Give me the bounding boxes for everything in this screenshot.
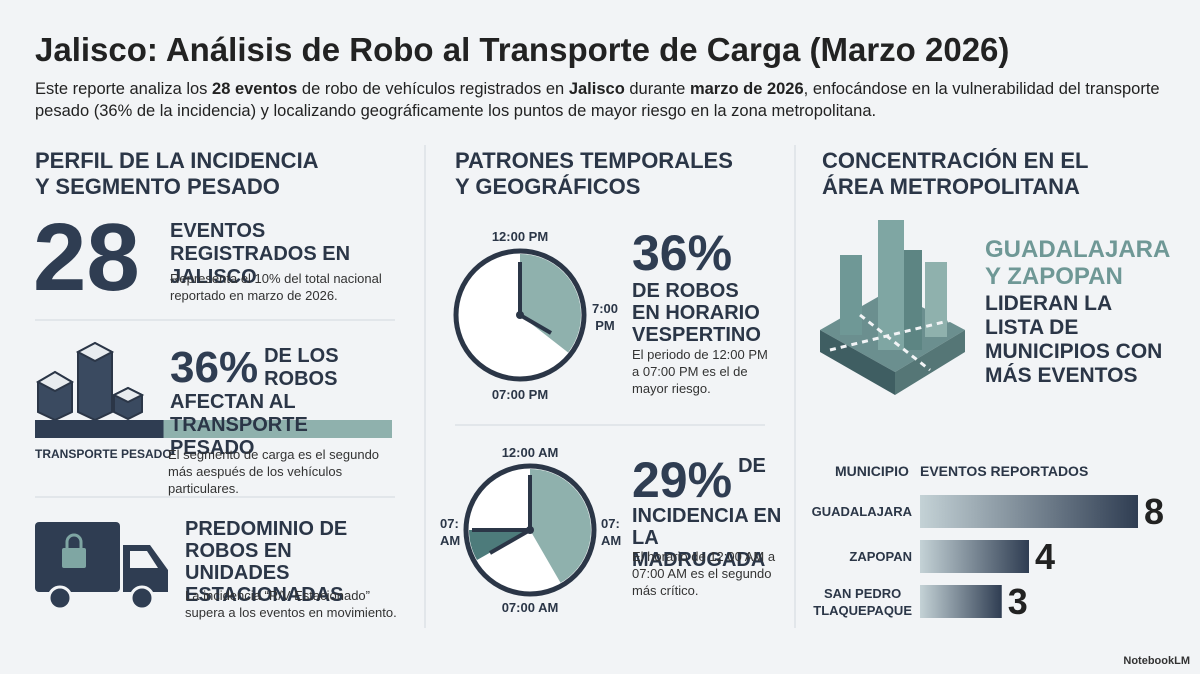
stat-block: 29% DE INCIDENCIA EN LA MADRUGADA bbox=[632, 455, 782, 571]
clock-label: 07: AM bbox=[601, 515, 621, 549]
heading-line: PERFIL DE LA INCIDENCIA bbox=[35, 148, 319, 173]
row-value: 4 bbox=[1035, 536, 1056, 577]
note: El segmento de carga es el segundo más a… bbox=[168, 447, 380, 496]
note: La incidencia “R/V Estacionado” supera a… bbox=[185, 588, 397, 620]
clock-label: 12:00 AM bbox=[501, 445, 559, 460]
stat-value: 36% bbox=[170, 343, 259, 392]
row-label: GUADALAJARA bbox=[812, 503, 912, 520]
row-label-line: GUADALAJARA bbox=[811, 504, 912, 519]
share-bar bbox=[35, 420, 164, 438]
section-heading: CONCENTRACIÓN EN EL ÁREA METROPOLITANA bbox=[822, 148, 1088, 200]
heading-line: PATRONES TEMPORALES bbox=[455, 148, 733, 173]
bar bbox=[920, 585, 1002, 618]
bar bbox=[920, 540, 1029, 573]
city-icon bbox=[820, 220, 965, 395]
bars bbox=[920, 495, 1138, 618]
intro-text: 28 eventos bbox=[212, 80, 298, 98]
clock-label-line: 7:00 bbox=[592, 301, 619, 316]
section-heading: PERFIL DE LA INCIDENCIA Y SEGMENTO PESADO bbox=[35, 148, 319, 200]
clock-label-line: 07: bbox=[601, 516, 620, 531]
stat-label: PREDOMINIO DE ROBOS EN UNIDADES ESTACION… bbox=[185, 518, 348, 606]
stat-label: EVENTOS REGISTRADOS EN JALISCO bbox=[170, 220, 351, 288]
heading-line: ÁREA METROPOLITANA bbox=[822, 174, 1080, 199]
statement: LIDERAN LA LISTA DE MUNICIPIOS CON MÁS E… bbox=[985, 292, 1163, 387]
intro-text: Este reporte analiza los bbox=[35, 80, 213, 98]
intro-text: marzo de 2026 bbox=[689, 80, 804, 98]
clock-label: 12:00 PM bbox=[491, 229, 549, 244]
clock-label: 7:00 PM bbox=[592, 300, 618, 334]
footer: NotebookLM bbox=[1123, 655, 1190, 667]
row-label-line: SAN PEDRO bbox=[823, 585, 902, 601]
big-number: 28 bbox=[33, 204, 140, 311]
clock-label: 07:00 AM bbox=[501, 600, 559, 615]
heading-line: Y SEGMENTO PESADO bbox=[35, 174, 280, 199]
clock-label: 07:00 PM bbox=[491, 387, 549, 402]
row-value: 8 bbox=[1144, 491, 1165, 532]
stat-value: 29% bbox=[632, 452, 733, 508]
highlight: GUADALAJARA Y ZAPOPAN bbox=[985, 236, 1170, 290]
note: El periodo de 12:00 PM a 07:00 PM es el … bbox=[632, 347, 768, 396]
stat-label: DE LOS ROBOS AFECTAN AL TRANSPORTE PESAD… bbox=[170, 345, 339, 459]
intro-text: Jalisco bbox=[568, 80, 625, 98]
truck-icon bbox=[35, 522, 168, 611]
clock-label: 07: AM bbox=[440, 515, 460, 549]
row-value: 3 bbox=[1007, 581, 1028, 622]
stat-label: DE INCIDENCIA EN LA MADRUGADA bbox=[632, 455, 782, 571]
row-label-line: TLAQUEPAQUE bbox=[813, 602, 912, 618]
clock-label-line: AM bbox=[601, 533, 622, 548]
section-heading: PATRONES TEMPORALES Y GEOGRÁFICOS bbox=[455, 148, 733, 200]
bar-label: TRANSPORTE PESADO bbox=[35, 447, 172, 461]
stat-value: 36% bbox=[632, 225, 733, 281]
clock-night bbox=[463, 463, 597, 597]
cubes-icon bbox=[35, 341, 145, 422]
clock-afternoon bbox=[453, 248, 587, 382]
stat-label: DE ROBOS EN HORARIO VESPERTINO bbox=[632, 280, 761, 346]
column-header: EVENTOS REPORTADOS bbox=[920, 463, 1089, 479]
note: Representa el 10% del total nacional rep… bbox=[170, 271, 382, 303]
intro: Este reporte analiza los 28 eventos de r… bbox=[35, 78, 1175, 122]
clock-label-line: 07: bbox=[440, 516, 459, 531]
bar bbox=[920, 495, 1138, 528]
stat-block: 36% DE LOS ROBOS AFECTAN AL TRANSPORTE PE… bbox=[170, 345, 395, 460]
heading-line: CONCENTRACIÓN EN EL bbox=[822, 148, 1089, 173]
clock-label-line: AM bbox=[440, 533, 461, 548]
row-label: SAN PEDRO TLAQUEPAQUE bbox=[813, 585, 912, 619]
heading-line: Y GEOGRÁFICOS bbox=[455, 174, 641, 199]
row-label: ZAPOPAN bbox=[849, 548, 912, 565]
intro-text: , enfocándose en la vulnerabilidad del t… bbox=[35, 80, 1160, 120]
row-label-line: ZAPOPAN bbox=[849, 549, 912, 564]
column-header: MUNICIPIO bbox=[835, 463, 909, 479]
title: Jalisco: Análisis de Robo al Transporte … bbox=[35, 31, 1010, 68]
intro-text: durante bbox=[624, 80, 690, 98]
intro-text: de robo de vehículos registrados en bbox=[297, 80, 569, 98]
note: El horario de 12:00 AM a 07:00 AM es el … bbox=[632, 549, 776, 598]
clock-label-line: PM bbox=[595, 318, 615, 333]
